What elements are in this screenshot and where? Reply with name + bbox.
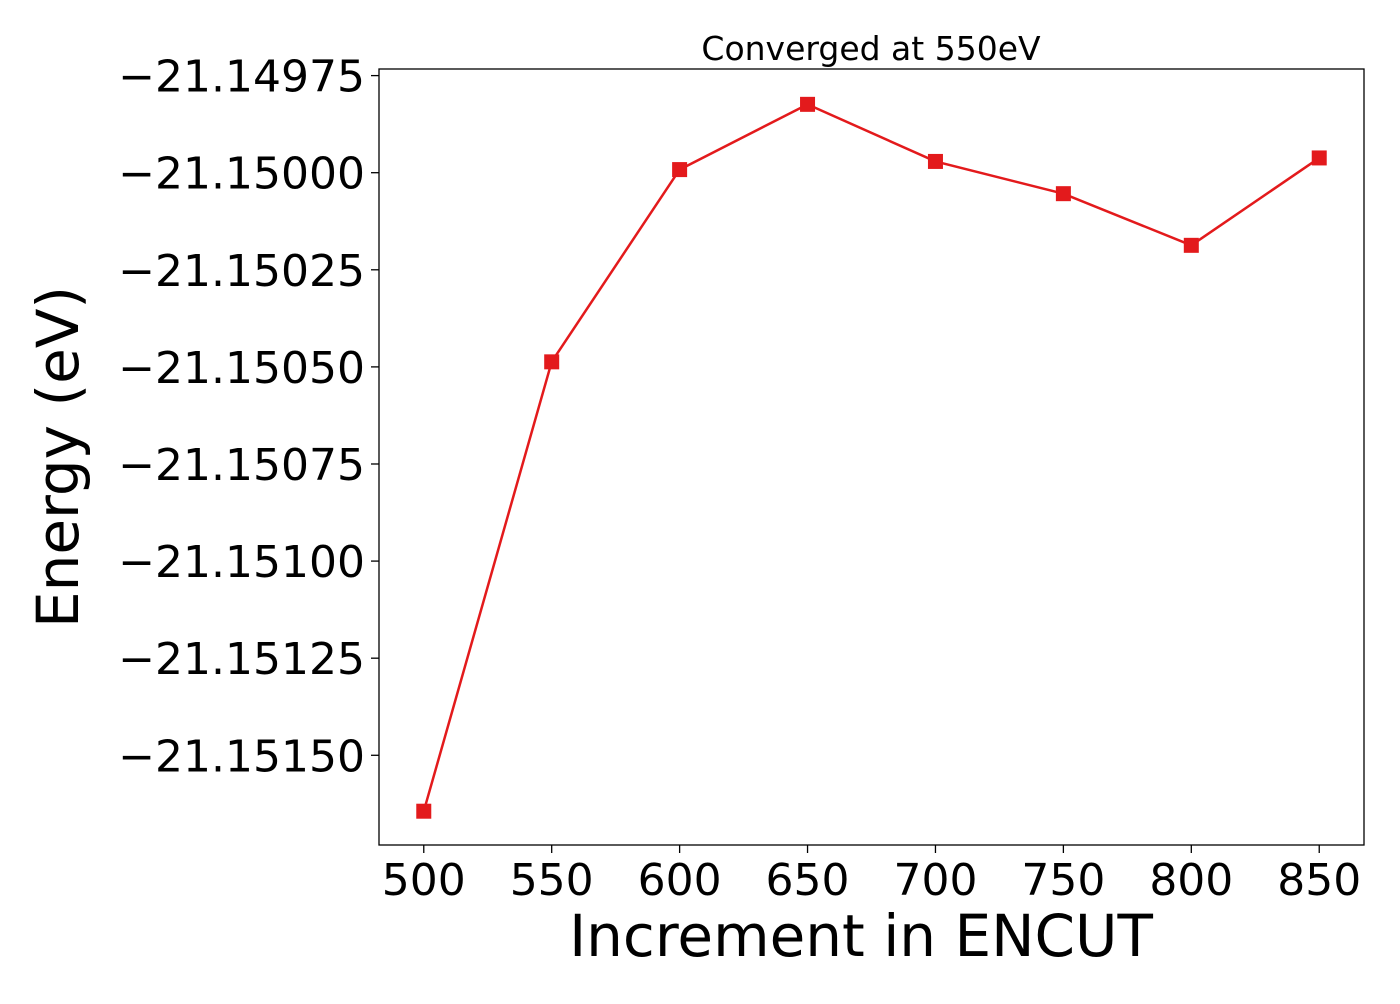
x-tick-label: 550 bbox=[510, 855, 594, 906]
y-axis: −21.15150 −21.15125 −21.15100 −21.15075 −21.… bbox=[118, 52, 379, 782]
chart-title: Converged at 550eV bbox=[701, 29, 1041, 68]
y-tick-label: −21.15100 bbox=[118, 537, 365, 588]
x-tick-label: 750 bbox=[1021, 855, 1105, 906]
y-tick-label: −21.15150 bbox=[118, 731, 365, 782]
x-tick-label: 700 bbox=[893, 855, 977, 906]
data-point bbox=[800, 96, 816, 112]
data-point bbox=[1311, 150, 1327, 166]
data-point bbox=[672, 162, 688, 178]
data-point bbox=[1183, 237, 1199, 253]
y-tick-label: −21.15075 bbox=[118, 440, 365, 491]
x-axis-label: Increment in ENCUT bbox=[569, 902, 1153, 970]
data-point bbox=[927, 153, 943, 169]
x-tick-label: 800 bbox=[1149, 855, 1233, 906]
x-tick-label: 600 bbox=[638, 855, 722, 906]
x-axis: 500 550 600 650 700 750 800 850 bbox=[382, 845, 1361, 906]
x-tick-label: 850 bbox=[1277, 855, 1361, 906]
y-tick-label: −21.15000 bbox=[118, 149, 365, 200]
series-line bbox=[422, 102, 1320, 812]
y-tick-label: −21.15025 bbox=[118, 246, 365, 297]
y-tick-label: −21.15125 bbox=[118, 634, 365, 685]
x-tick-label: 500 bbox=[382, 855, 466, 906]
y-tick-label: −21.14975 bbox=[118, 52, 365, 103]
series-layer bbox=[416, 96, 1327, 819]
plot-area bbox=[378, 68, 1365, 846]
y-axis-label: Energy (eV) bbox=[24, 286, 92, 628]
data-point bbox=[1055, 186, 1071, 202]
y-tick-label: −21.15050 bbox=[118, 343, 365, 394]
data-point bbox=[416, 803, 432, 819]
x-tick-label: 650 bbox=[766, 855, 850, 906]
data-point bbox=[544, 354, 560, 370]
